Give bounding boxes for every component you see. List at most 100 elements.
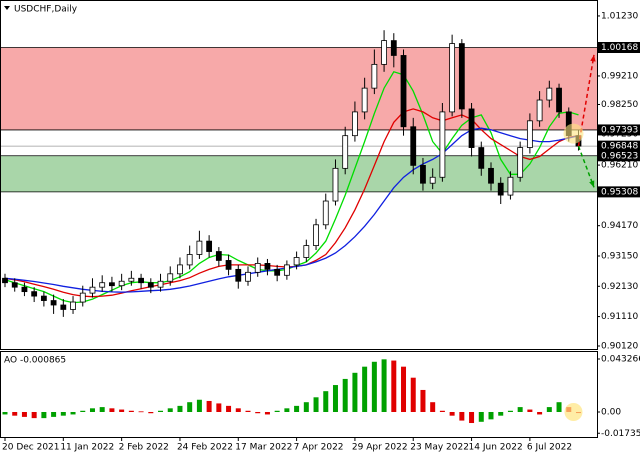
x-tick-label: 6 Jul 2022 bbox=[527, 443, 572, 453]
y-tick-label: -0.017351 bbox=[601, 429, 640, 439]
candle-body bbox=[352, 111, 358, 137]
candle-body bbox=[254, 263, 261, 273]
ao-bar bbox=[556, 402, 562, 412]
title-icon bbox=[4, 6, 10, 10]
ao-bar bbox=[264, 411, 270, 415]
candle-body bbox=[332, 167, 339, 202]
candle-body bbox=[410, 126, 417, 166]
x-tick-label: 11 Jan 2022 bbox=[60, 443, 114, 453]
candle-body bbox=[497, 182, 504, 196]
candle-body bbox=[390, 40, 397, 56]
level-label: 0.95308 bbox=[601, 187, 638, 197]
forecast-arrow bbox=[577, 145, 595, 188]
ao-bar bbox=[391, 360, 397, 412]
ao-panel-frame bbox=[0, 351, 598, 438]
forecast-arrow-head bbox=[589, 180, 595, 188]
forecast-arrow-head bbox=[590, 54, 596, 62]
candle-body bbox=[283, 264, 290, 276]
ao-bar bbox=[226, 405, 232, 412]
ao-bar bbox=[323, 391, 329, 412]
candle-body bbox=[400, 55, 407, 128]
ao-bar bbox=[517, 407, 523, 412]
ao-bar bbox=[352, 372, 358, 412]
highlight bbox=[563, 123, 584, 144]
x-tick-label: 17 Mar 2022 bbox=[235, 443, 292, 453]
candle-body bbox=[128, 277, 135, 282]
level-label-box bbox=[598, 140, 640, 152]
y-tick-label: 0.98250 bbox=[601, 100, 638, 110]
candle-body bbox=[488, 167, 494, 184]
ao-bar bbox=[362, 366, 368, 412]
ao-bar bbox=[167, 408, 173, 412]
candle-body bbox=[361, 87, 368, 113]
ao-bar bbox=[119, 409, 125, 412]
candle-body bbox=[526, 120, 533, 148]
candle-body bbox=[429, 176, 436, 184]
ao-bar bbox=[459, 411, 465, 421]
y-tick-label: 0.00 bbox=[601, 407, 621, 417]
candle-body bbox=[40, 295, 47, 301]
ao-bar bbox=[381, 359, 387, 412]
candle-body bbox=[235, 268, 242, 282]
ao-bar bbox=[2, 411, 8, 415]
ao-bar bbox=[187, 402, 193, 412]
candle-body bbox=[371, 63, 378, 89]
candle-body bbox=[536, 99, 543, 122]
candle-body bbox=[11, 282, 18, 288]
level-label-box bbox=[598, 124, 640, 136]
candle-body bbox=[147, 282, 154, 288]
ao-bar bbox=[401, 366, 407, 412]
ao-bar bbox=[371, 361, 377, 412]
candle-body bbox=[274, 268, 281, 276]
candle-body bbox=[177, 264, 183, 275]
candle-body bbox=[313, 224, 319, 246]
candle-body bbox=[381, 40, 387, 65]
level-label: 0.96848 bbox=[601, 142, 638, 152]
ao-bar bbox=[148, 411, 154, 414]
candle-body bbox=[264, 263, 271, 270]
candle-body bbox=[546, 87, 553, 101]
candle-body bbox=[507, 176, 514, 196]
ao-bar bbox=[31, 411, 37, 419]
ao-bar bbox=[51, 411, 57, 417]
candle-body bbox=[99, 282, 106, 288]
candle-body bbox=[245, 271, 251, 282]
ao-bar bbox=[449, 411, 455, 416]
level-label: 0.96523 bbox=[601, 151, 638, 161]
zone bbox=[1, 155, 597, 192]
moving-average bbox=[4, 127, 579, 293]
ao-bar bbox=[235, 408, 241, 412]
y-tick-label: 0.93150 bbox=[601, 251, 638, 261]
candle-body bbox=[293, 257, 300, 266]
y-tick-label: 1.01230 bbox=[601, 11, 638, 21]
ao-bar bbox=[206, 400, 212, 412]
ao-bar bbox=[284, 408, 290, 412]
ao-bar bbox=[342, 378, 348, 412]
candle-body bbox=[322, 200, 329, 226]
ao-bar bbox=[294, 405, 300, 412]
ao-bar bbox=[60, 411, 66, 416]
ao-bar bbox=[216, 403, 222, 412]
x-tick-label: 2 Feb 2022 bbox=[119, 443, 169, 453]
candle-body bbox=[225, 260, 232, 270]
ao-bar bbox=[196, 399, 202, 412]
level-label-box bbox=[598, 186, 640, 198]
y-tick-label: 0.99210 bbox=[601, 71, 638, 81]
candle-body bbox=[31, 291, 38, 297]
ao-bar bbox=[89, 408, 95, 412]
level-label-box bbox=[598, 42, 640, 54]
level-label-box bbox=[598, 150, 640, 162]
ao-bar bbox=[488, 411, 494, 420]
x-tick-label: 14 Jun 2022 bbox=[469, 443, 523, 453]
ao-bar bbox=[41, 411, 47, 419]
level-label: 1.00168 bbox=[601, 43, 638, 53]
ao-bar bbox=[478, 411, 484, 422]
candle-body bbox=[2, 277, 8, 284]
x-tick-label: 29 Apr 2022 bbox=[352, 443, 408, 453]
ao-bar bbox=[128, 410, 134, 412]
ao-bar bbox=[21, 411, 27, 417]
ao-bar bbox=[507, 410, 513, 412]
ao-bar bbox=[332, 385, 338, 412]
level-label: 0.97393 bbox=[601, 125, 638, 135]
